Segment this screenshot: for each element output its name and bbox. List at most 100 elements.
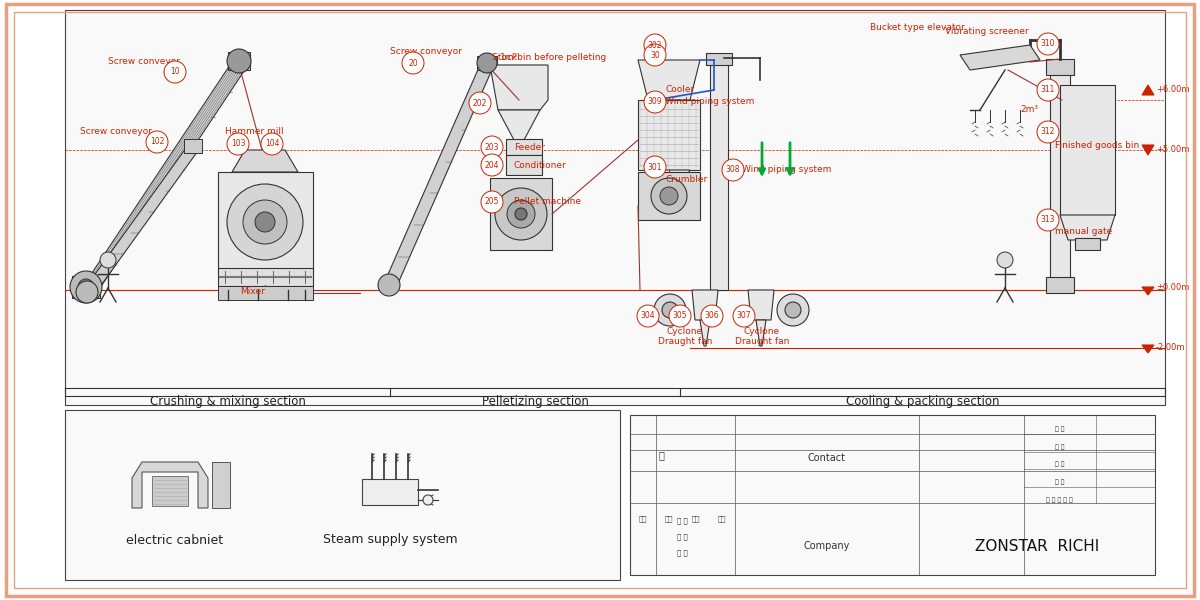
- Text: Cooling & packing section: Cooling & packing section: [846, 395, 1000, 408]
- Circle shape: [481, 154, 503, 176]
- Text: I: I: [731, 149, 790, 271]
- Text: Steam supply system: Steam supply system: [323, 533, 457, 547]
- Circle shape: [644, 44, 666, 66]
- Text: 305: 305: [673, 311, 688, 320]
- Text: Draught fan: Draught fan: [734, 337, 790, 346]
- Circle shape: [1037, 33, 1060, 55]
- Bar: [152, 476, 188, 506]
- Text: 302: 302: [648, 40, 662, 49]
- Circle shape: [1037, 209, 1060, 231]
- Circle shape: [644, 156, 666, 178]
- Bar: [506, 155, 542, 175]
- Circle shape: [378, 274, 400, 296]
- Circle shape: [644, 91, 666, 113]
- Text: -2.00m: -2.00m: [1156, 343, 1186, 352]
- Text: Screw conveyor: Screw conveyor: [390, 47, 462, 56]
- Circle shape: [76, 281, 98, 303]
- Text: Cyclone: Cyclone: [667, 328, 703, 337]
- Text: I: I: [500, 159, 559, 281]
- Text: 304: 304: [641, 311, 655, 320]
- Text: 313: 313: [1040, 215, 1055, 224]
- Text: 2m³: 2m³: [1020, 106, 1038, 115]
- Bar: [72, 276, 100, 298]
- Bar: [362, 479, 418, 505]
- Polygon shape: [132, 462, 208, 508]
- Text: 204: 204: [485, 160, 499, 169]
- Text: 104: 104: [265, 139, 280, 148]
- Polygon shape: [250, 272, 280, 285]
- Polygon shape: [692, 290, 718, 320]
- Text: 1m³: 1m³: [500, 52, 518, 61]
- Polygon shape: [498, 110, 540, 140]
- Text: 比 例: 比 例: [1055, 462, 1064, 467]
- Polygon shape: [1142, 287, 1154, 295]
- Text: Company: Company: [804, 541, 850, 551]
- Bar: [710, 60, 728, 290]
- Text: Cyclone: Cyclone: [744, 328, 780, 337]
- Polygon shape: [638, 60, 700, 100]
- Text: Contact: Contact: [808, 453, 846, 463]
- Text: 307: 307: [737, 311, 751, 320]
- Polygon shape: [1142, 85, 1154, 95]
- Circle shape: [227, 49, 251, 73]
- Circle shape: [660, 187, 678, 205]
- Polygon shape: [748, 290, 774, 320]
- Circle shape: [644, 34, 666, 56]
- Circle shape: [637, 305, 659, 327]
- Text: 30: 30: [650, 50, 660, 59]
- Text: 202: 202: [473, 98, 487, 107]
- Polygon shape: [1142, 145, 1154, 155]
- Bar: [1050, 70, 1070, 290]
- Text: Finished goods bin: Finished goods bin: [1055, 140, 1139, 149]
- Text: ±0.00m: ±0.00m: [1156, 283, 1189, 292]
- Circle shape: [496, 188, 547, 240]
- Circle shape: [164, 61, 186, 83]
- Text: 制 图: 制 图: [677, 533, 688, 540]
- Bar: [218, 286, 313, 300]
- Text: 20: 20: [408, 58, 418, 67]
- Polygon shape: [756, 320, 766, 346]
- Text: 301: 301: [648, 163, 662, 172]
- Circle shape: [469, 92, 491, 114]
- Circle shape: [481, 191, 503, 213]
- Bar: [212, 462, 230, 508]
- Circle shape: [722, 159, 744, 181]
- Text: +5.00m: +5.00m: [1156, 145, 1189, 154]
- Circle shape: [146, 131, 168, 153]
- Text: Screw conveyor: Screw conveyor: [108, 58, 180, 67]
- Bar: [478, 56, 497, 70]
- Bar: [706, 53, 732, 65]
- Circle shape: [1037, 79, 1060, 101]
- Text: 10: 10: [170, 67, 180, 76]
- Bar: [490, 178, 552, 250]
- Circle shape: [1037, 121, 1060, 143]
- Bar: [218, 268, 313, 286]
- Text: Mixer: Mixer: [240, 287, 265, 296]
- Bar: [630, 415, 1154, 575]
- Circle shape: [670, 305, 691, 327]
- Text: Vibrating screener: Vibrating screener: [946, 28, 1028, 37]
- Polygon shape: [382, 65, 494, 288]
- Circle shape: [508, 200, 535, 228]
- Circle shape: [256, 212, 275, 232]
- Text: 310: 310: [1040, 40, 1055, 49]
- Bar: [1046, 59, 1074, 75]
- Text: Bucket type elevator: Bucket type elevator: [870, 23, 965, 32]
- Bar: [506, 139, 542, 155]
- Text: 签字: 签字: [691, 515, 700, 523]
- Polygon shape: [648, 170, 690, 188]
- Text: +6.00m: +6.00m: [1156, 85, 1189, 94]
- Polygon shape: [1060, 215, 1115, 240]
- Circle shape: [733, 305, 755, 327]
- Circle shape: [100, 252, 116, 268]
- Circle shape: [402, 52, 424, 74]
- Circle shape: [650, 178, 686, 214]
- Text: 改: 改: [659, 450, 664, 460]
- Bar: [65, 10, 1165, 405]
- Text: 311: 311: [1040, 85, 1055, 94]
- Circle shape: [701, 305, 722, 327]
- Text: 处数: 处数: [665, 515, 673, 523]
- Bar: [638, 172, 700, 220]
- Bar: [184, 139, 202, 153]
- Polygon shape: [490, 65, 548, 110]
